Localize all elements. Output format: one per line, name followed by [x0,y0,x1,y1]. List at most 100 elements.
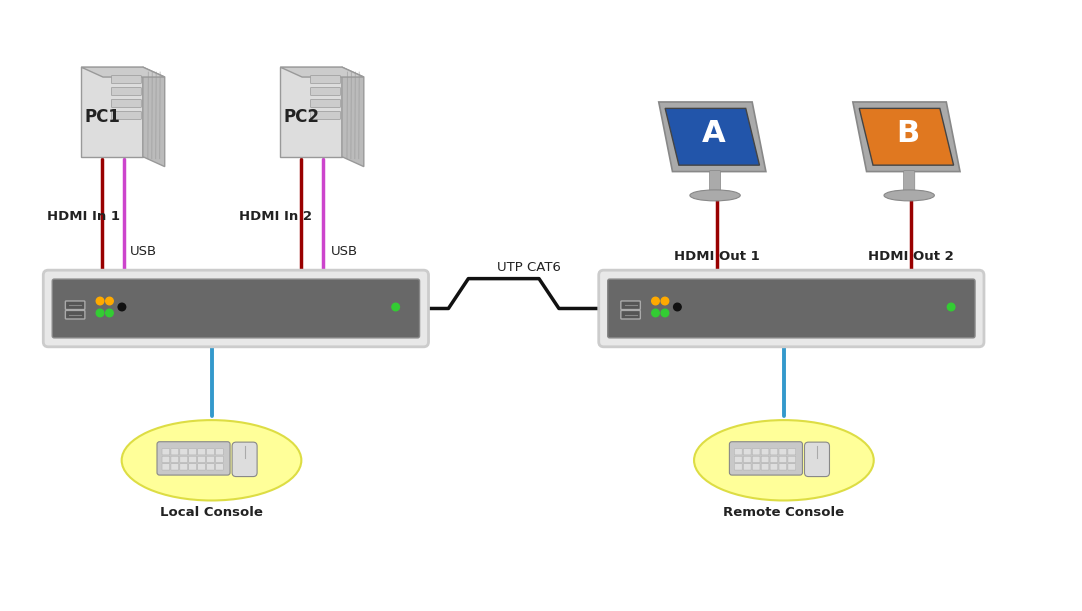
FancyBboxPatch shape [752,456,760,463]
Circle shape [651,309,659,316]
Circle shape [651,297,659,305]
Text: UTP CAT6: UTP CAT6 [497,261,560,274]
FancyBboxPatch shape [311,100,341,108]
Text: PC2: PC2 [283,108,319,126]
Text: USB: USB [130,245,157,258]
FancyBboxPatch shape [188,456,197,463]
FancyBboxPatch shape [743,456,751,463]
FancyBboxPatch shape [198,448,206,455]
Text: B: B [896,119,920,148]
FancyBboxPatch shape [207,456,214,463]
FancyBboxPatch shape [621,310,641,319]
FancyBboxPatch shape [215,456,223,463]
FancyBboxPatch shape [207,464,214,470]
FancyBboxPatch shape [188,448,197,455]
Polygon shape [143,67,164,167]
Polygon shape [665,108,760,165]
FancyBboxPatch shape [770,456,778,463]
FancyBboxPatch shape [180,448,187,455]
FancyBboxPatch shape [162,464,170,470]
FancyBboxPatch shape [188,464,197,470]
FancyBboxPatch shape [111,76,142,84]
Polygon shape [81,67,143,156]
Ellipse shape [690,190,740,201]
Polygon shape [659,102,766,172]
FancyBboxPatch shape [621,301,641,310]
Text: Remote Console: Remote Console [724,506,844,519]
FancyBboxPatch shape [729,442,803,475]
Ellipse shape [884,190,935,201]
Text: HDMI Out 2: HDMI Out 2 [869,250,954,263]
Circle shape [96,297,104,305]
Ellipse shape [694,420,874,500]
FancyBboxPatch shape [788,448,795,455]
FancyBboxPatch shape [608,279,975,338]
FancyBboxPatch shape [111,87,142,95]
FancyBboxPatch shape [761,456,769,463]
FancyBboxPatch shape [111,111,142,119]
Circle shape [661,297,669,305]
Text: PC1: PC1 [84,108,120,126]
FancyBboxPatch shape [761,448,769,455]
FancyBboxPatch shape [735,456,742,463]
FancyBboxPatch shape [180,464,187,470]
Circle shape [661,309,669,316]
Circle shape [118,303,126,311]
FancyBboxPatch shape [65,310,84,319]
Circle shape [674,303,682,311]
FancyBboxPatch shape [710,170,721,192]
FancyBboxPatch shape [162,448,170,455]
FancyBboxPatch shape [779,464,787,470]
FancyBboxPatch shape [752,448,760,455]
FancyBboxPatch shape [311,87,341,95]
Text: A: A [702,119,726,148]
FancyBboxPatch shape [788,464,795,470]
Text: Local Console: Local Console [160,506,263,519]
Polygon shape [81,67,164,77]
FancyBboxPatch shape [198,464,206,470]
FancyBboxPatch shape [198,456,206,463]
Circle shape [96,309,104,316]
FancyBboxPatch shape [157,442,230,475]
FancyBboxPatch shape [770,448,778,455]
FancyBboxPatch shape [171,464,179,470]
Polygon shape [280,67,364,77]
FancyBboxPatch shape [111,100,142,108]
FancyBboxPatch shape [779,456,787,463]
FancyBboxPatch shape [903,170,914,192]
FancyBboxPatch shape [743,448,751,455]
FancyBboxPatch shape [743,464,751,470]
Polygon shape [853,102,960,172]
FancyBboxPatch shape [233,442,258,477]
FancyBboxPatch shape [52,279,420,338]
Polygon shape [859,108,953,165]
Text: HDMI In 2: HDMI In 2 [239,210,313,223]
FancyBboxPatch shape [779,448,787,455]
FancyBboxPatch shape [311,76,341,84]
FancyBboxPatch shape [215,464,223,470]
FancyBboxPatch shape [598,270,984,347]
FancyBboxPatch shape [65,301,84,310]
Polygon shape [280,67,342,156]
FancyBboxPatch shape [805,442,830,477]
FancyBboxPatch shape [215,448,223,455]
Text: HDMI In 1: HDMI In 1 [48,210,120,223]
Circle shape [106,309,114,316]
FancyBboxPatch shape [171,448,179,455]
FancyBboxPatch shape [770,464,778,470]
FancyBboxPatch shape [735,464,742,470]
FancyBboxPatch shape [180,456,187,463]
FancyBboxPatch shape [752,464,760,470]
FancyBboxPatch shape [788,456,795,463]
FancyBboxPatch shape [735,448,742,455]
FancyBboxPatch shape [311,111,341,119]
Circle shape [106,297,114,305]
Text: HDMI Out 1: HDMI Out 1 [674,250,760,263]
FancyBboxPatch shape [207,448,214,455]
FancyBboxPatch shape [43,270,428,347]
Polygon shape [342,67,364,167]
Text: USB: USB [331,245,358,258]
FancyBboxPatch shape [761,464,769,470]
Circle shape [948,303,955,311]
Circle shape [392,303,399,311]
